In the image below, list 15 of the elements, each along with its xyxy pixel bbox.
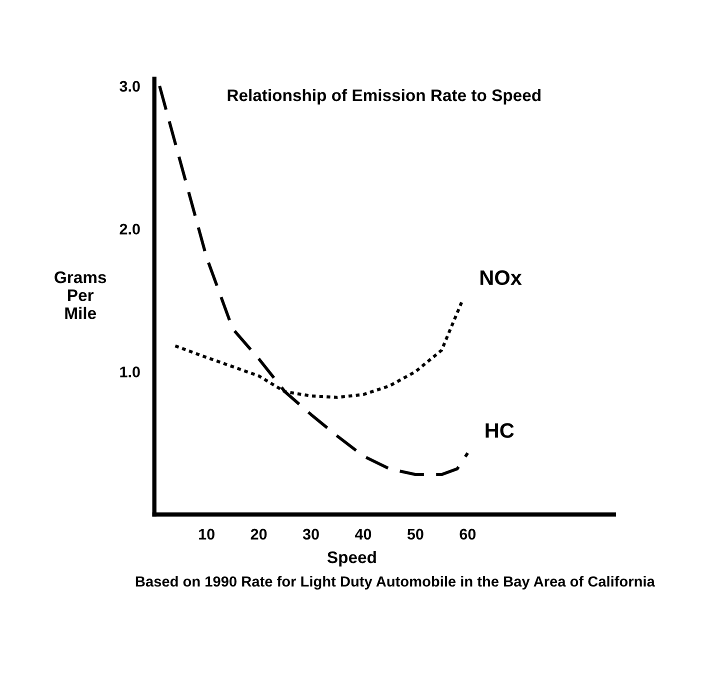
y-tick-label: 2.0	[120, 224, 140, 235]
series-label: NOx	[480, 270, 522, 286]
y-tick-label: 1.0	[120, 366, 140, 378]
x-tick-label: 30	[302, 528, 319, 540]
x-tick-label: 10	[199, 528, 214, 540]
text: Based on 1990 Rate for Light Duty Automobile in the Bay Area of California	[136, 576, 655, 590]
y-axis-title: Grams Per Mile	[54, 271, 106, 320]
x-tick-label: 40	[354, 528, 372, 540]
x-tick-label: 60	[460, 528, 476, 540]
x-axis-title: Speed	[327, 550, 376, 566]
y-tick-label: 3.0	[120, 80, 140, 92]
x-tick-label: 50	[407, 528, 424, 540]
x-tick-label: 20	[250, 528, 267, 540]
series-label: HC	[486, 423, 514, 438]
text: Relationship of Emission Rate to Speed	[228, 88, 540, 105]
